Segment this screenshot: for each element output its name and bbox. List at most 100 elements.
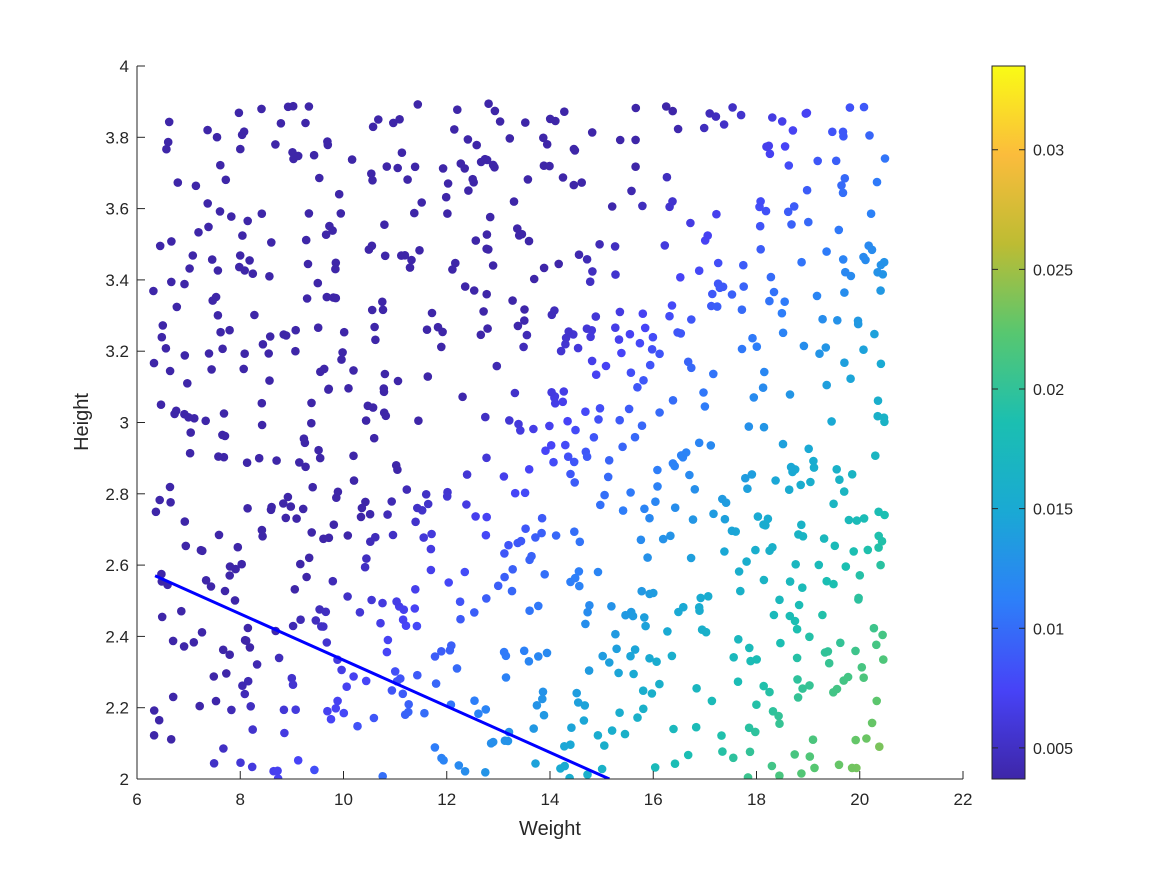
scatter-point xyxy=(600,490,609,500)
scatter-point xyxy=(482,594,491,603)
scatter-point xyxy=(769,610,779,620)
scatter-point xyxy=(513,538,522,548)
scatter-point xyxy=(729,653,738,662)
scatter-point xyxy=(595,404,605,413)
scatter-point xyxy=(492,361,502,371)
scatter-point xyxy=(688,515,698,524)
scatter-point xyxy=(769,287,779,297)
scatter-point xyxy=(383,635,393,645)
scatter-point xyxy=(872,696,881,706)
scatter-point xyxy=(400,251,410,260)
scatter-point xyxy=(509,197,519,206)
scatter-point xyxy=(709,509,718,519)
scatter-point xyxy=(874,531,883,541)
scatter-point xyxy=(179,642,189,651)
scatter-point xyxy=(805,632,814,642)
scatter-point xyxy=(410,208,419,218)
scatter-point xyxy=(685,470,694,480)
scatter-point xyxy=(319,534,328,544)
scatter-point xyxy=(824,658,834,668)
scatter-point xyxy=(829,579,838,589)
scatter-point xyxy=(785,611,795,621)
scatter-point xyxy=(361,676,371,686)
scatter-point xyxy=(650,763,660,772)
scatter-point xyxy=(831,156,841,166)
scatter-point xyxy=(670,503,680,512)
scatter-point xyxy=(180,517,190,526)
scatter-point xyxy=(586,332,595,342)
scatter-point xyxy=(778,328,788,338)
scatter-point xyxy=(691,722,701,732)
scatter-point xyxy=(670,759,680,768)
scatter-point xyxy=(744,422,754,431)
scatter-point xyxy=(245,256,254,265)
scatter-point xyxy=(587,128,597,137)
scatter-point xyxy=(668,396,678,405)
colorbar-tick-label: 0.025 xyxy=(1033,262,1073,279)
scatter-point xyxy=(667,651,677,661)
scatter-point xyxy=(798,684,807,693)
scatter-point xyxy=(380,369,390,379)
scatter-point xyxy=(819,534,829,543)
scatter-point xyxy=(410,604,420,613)
scatter-point xyxy=(747,470,757,479)
scatter-point xyxy=(665,311,674,321)
scatter-point xyxy=(836,638,845,648)
scatter-point xyxy=(302,294,312,303)
scatter-point xyxy=(605,658,614,667)
scatter-point xyxy=(570,573,580,583)
scatter-point xyxy=(580,701,590,710)
scatter-point xyxy=(371,532,380,542)
scatter-point xyxy=(561,440,570,450)
scatter-point xyxy=(288,680,298,689)
scatter-point xyxy=(639,704,648,714)
scatter-point xyxy=(365,509,375,519)
scatter-point xyxy=(601,361,611,371)
scatter-point xyxy=(833,316,842,325)
scatter-point xyxy=(476,157,486,167)
scatter-point xyxy=(558,173,568,182)
scatter-point xyxy=(240,635,250,645)
scatter-point xyxy=(316,367,325,377)
scatter-point xyxy=(328,576,338,586)
scatter-point xyxy=(808,735,818,744)
scatter-point xyxy=(458,392,467,402)
scatter-point xyxy=(197,628,207,637)
scatter-point xyxy=(763,514,773,524)
scatter-point xyxy=(149,706,159,715)
scatter-point xyxy=(257,398,267,408)
scatter-point xyxy=(422,325,432,335)
y-tick-label: 2.6 xyxy=(105,556,129,575)
scatter-point xyxy=(349,672,358,681)
scatter-point xyxy=(445,646,455,655)
scatter-point xyxy=(686,553,696,563)
scatter-point xyxy=(745,747,755,757)
scatter-point xyxy=(309,150,319,160)
scatter-point xyxy=(238,231,247,240)
scatter-point xyxy=(812,291,822,301)
scatter-point xyxy=(300,438,310,448)
scatter-point xyxy=(838,188,848,198)
scatter-point xyxy=(572,688,581,698)
scatter-point xyxy=(456,614,465,624)
scatter-point xyxy=(610,242,620,251)
scatter-point xyxy=(859,252,868,262)
scatter-point xyxy=(561,339,570,349)
scatter-point xyxy=(707,696,717,706)
scatter-point xyxy=(765,149,775,159)
scatter-point xyxy=(729,753,738,763)
scatter-point xyxy=(367,595,376,605)
scatter-point xyxy=(374,115,383,124)
scatter-point xyxy=(469,286,479,295)
scatter-point xyxy=(818,314,827,324)
scatter-point xyxy=(151,507,161,517)
scatter-point xyxy=(638,309,648,319)
scatter-point xyxy=(231,564,240,574)
scatter-point xyxy=(412,621,422,631)
scatter-point xyxy=(837,181,846,190)
scatter-point xyxy=(274,653,284,663)
scatter-point xyxy=(242,458,252,468)
scatter-point xyxy=(395,115,404,124)
scatter-point xyxy=(529,424,538,434)
scatter-point xyxy=(838,127,848,137)
